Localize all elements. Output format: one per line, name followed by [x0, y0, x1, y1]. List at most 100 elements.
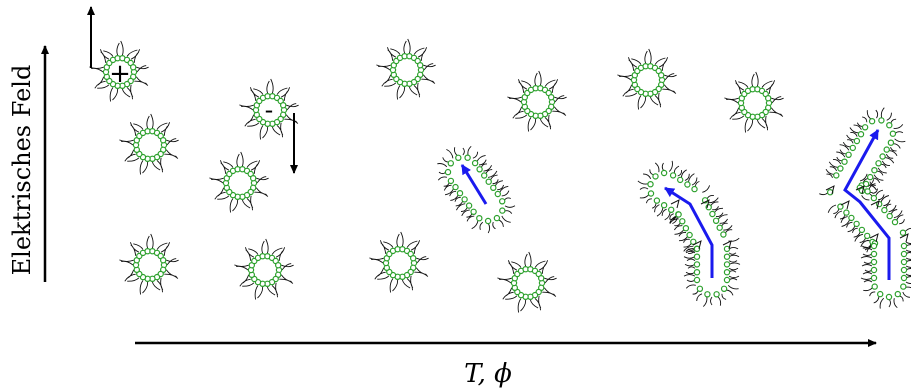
head-bead — [868, 117, 876, 125]
micelle — [497, 251, 557, 313]
head-bead — [668, 206, 675, 213]
head-bead — [720, 231, 727, 238]
head-bead — [879, 153, 886, 160]
head-bead — [870, 250, 878, 258]
surfactant-tails — [724, 71, 784, 133]
micelle — [369, 231, 429, 293]
junction-knot — [670, 199, 710, 209]
head-bead — [889, 130, 897, 137]
head-bead — [877, 290, 884, 298]
surfactant-tails — [497, 251, 557, 313]
cluster-path-arrow-large — [843, 129, 891, 280]
head-bead — [159, 136, 167, 144]
head-bead — [470, 208, 477, 215]
surfactant-tails — [234, 238, 294, 300]
x-axis-label: T, ϕ — [464, 359, 512, 389]
head-bead — [900, 242, 908, 250]
micelle — [119, 113, 179, 175]
head-bead — [684, 181, 691, 188]
head-bead — [885, 293, 893, 301]
micelle — [119, 233, 179, 295]
head-bead — [444, 168, 452, 176]
head-bead — [476, 166, 483, 173]
head-bead — [675, 211, 682, 218]
fused-micelle-medium — [637, 160, 741, 307]
head-bead — [653, 197, 661, 204]
head-bead — [870, 242, 878, 250]
head-bead — [870, 258, 878, 266]
micelle-layer — [89, 38, 911, 313]
head-bead — [652, 173, 659, 180]
surfactant-tails — [209, 151, 269, 213]
head-bead — [709, 210, 716, 218]
head-bead — [853, 137, 861, 145]
surfactant-tails — [437, 145, 516, 234]
head-bead — [696, 285, 704, 292]
micelle-charged-negative — [239, 78, 299, 140]
head-bead — [280, 101, 287, 109]
fused-micelle-small — [437, 145, 516, 234]
junction-knot — [692, 240, 732, 250]
head-bead — [647, 190, 655, 197]
head-bead — [499, 207, 506, 214]
head-bead — [447, 160, 454, 167]
head-bead — [900, 250, 908, 258]
head-bead — [691, 185, 698, 193]
surfactant-tails — [369, 231, 429, 293]
head-bead — [471, 159, 479, 167]
head-bead — [461, 196, 468, 203]
head-bead — [848, 214, 855, 222]
junction-knot — [840, 200, 880, 210]
head-bead — [841, 158, 848, 165]
surfactant-tails — [617, 48, 677, 110]
head-bead — [883, 146, 890, 153]
head-bead — [485, 178, 492, 185]
head-bead — [548, 93, 555, 101]
head-bead — [862, 180, 870, 188]
junction-knot — [825, 185, 865, 195]
head-bead — [660, 201, 668, 209]
plus-charge-label: + — [109, 59, 131, 89]
fused-micelle-large — [819, 107, 911, 309]
cluster-path-arrow-small — [460, 164, 488, 205]
head-bead — [899, 229, 907, 236]
surfactant-tails — [637, 160, 741, 307]
head-bead — [900, 266, 908, 274]
head-bead — [720, 285, 728, 292]
head-bead — [481, 172, 488, 179]
head-bead — [833, 172, 840, 179]
head-bead — [410, 255, 417, 262]
head-bead — [857, 130, 865, 138]
micelle — [234, 238, 294, 300]
head-bead — [693, 261, 701, 268]
head-bead — [849, 144, 857, 152]
head-bead — [723, 276, 731, 284]
head-bead — [494, 190, 501, 198]
minus-charge-label: - — [265, 96, 274, 124]
head-bead — [886, 121, 893, 129]
head-bead — [647, 180, 654, 188]
head-bead — [723, 261, 731, 268]
micelle — [376, 38, 436, 100]
head-bead — [704, 291, 711, 298]
head-bead — [845, 151, 852, 158]
head-bead — [682, 224, 690, 232]
head-bead — [129, 63, 137, 71]
head-bead — [452, 183, 459, 191]
head-bead — [693, 253, 701, 260]
surfactant-tails — [376, 38, 436, 100]
head-bead — [499, 198, 506, 205]
head-bead — [864, 232, 871, 240]
head-bead — [900, 283, 907, 290]
head-bead — [837, 165, 844, 172]
head-bead — [886, 212, 893, 220]
head-bead — [870, 266, 878, 274]
micelle — [724, 71, 784, 133]
micelle — [209, 151, 269, 213]
head-bead — [660, 169, 668, 177]
head-bead — [484, 217, 492, 225]
surfactant-tails — [507, 70, 567, 132]
head-bead — [713, 291, 720, 298]
head-bead — [867, 173, 874, 181]
